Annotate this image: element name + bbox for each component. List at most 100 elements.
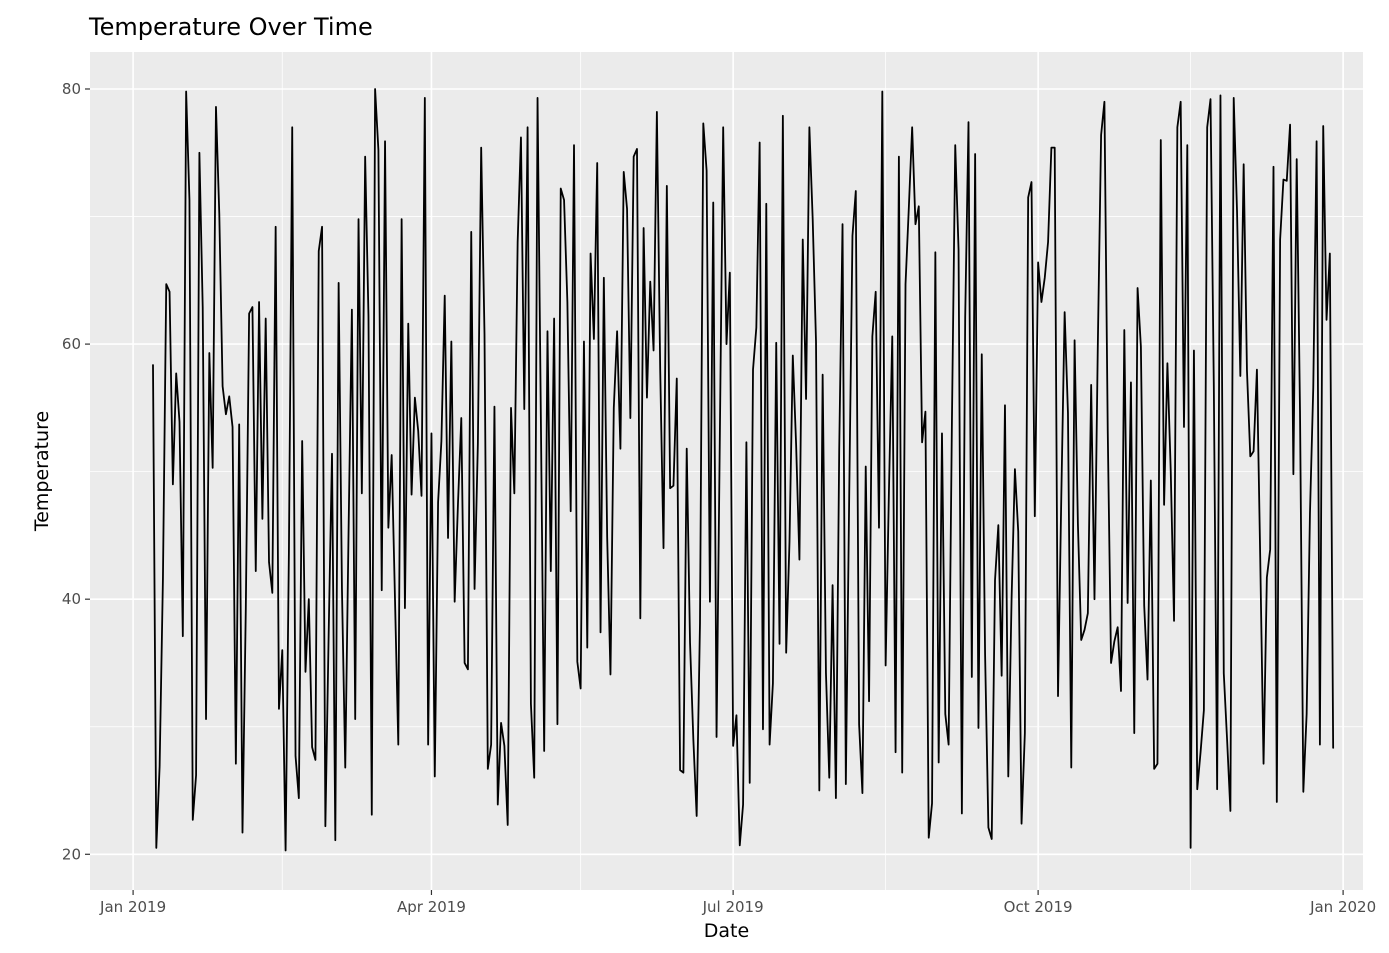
data-point	[805, 398, 807, 400]
data-point	[1084, 629, 1085, 631]
data-point	[1312, 387, 1314, 388]
data-point	[702, 123, 704, 124]
data-point	[1223, 672, 1225, 674]
data-point	[175, 373, 177, 374]
data-point	[205, 718, 207, 720]
data-point	[1193, 350, 1195, 351]
data-point	[968, 121, 969, 123]
data-point	[938, 762, 940, 763]
data-point	[1239, 375, 1241, 377]
data-point	[931, 802, 933, 804]
data-point	[450, 341, 452, 342]
data-point	[852, 235, 853, 237]
data-point	[1332, 748, 1334, 749]
data-point	[679, 769, 681, 771]
plot-panel	[90, 52, 1363, 890]
data-point	[334, 839, 336, 841]
data-point	[152, 364, 154, 365]
data-point	[1153, 768, 1155, 770]
data-point	[958, 249, 959, 251]
data-point	[573, 144, 575, 146]
data-point	[1292, 473, 1294, 475]
data-point	[278, 708, 280, 710]
data-point	[444, 295, 446, 297]
data-point	[1276, 801, 1278, 803]
data-point	[656, 111, 658, 113]
data-point	[560, 188, 562, 189]
data-point	[1302, 791, 1304, 793]
data-point	[663, 547, 664, 549]
data-point	[762, 728, 764, 730]
data-point	[354, 718, 356, 720]
data-point	[553, 318, 555, 319]
data-point	[626, 208, 628, 210]
data-point	[394, 598, 396, 600]
data-point	[199, 152, 200, 154]
data-point	[1094, 598, 1095, 600]
data-point	[427, 744, 429, 745]
data-point	[997, 524, 999, 526]
data-point	[1226, 739, 1228, 740]
data-point	[480, 147, 482, 149]
x-tick-label: Apr 2019	[397, 898, 466, 916]
data-point	[583, 341, 585, 342]
data-point	[699, 623, 701, 624]
data-point	[620, 448, 621, 450]
data-point	[324, 825, 326, 827]
data-point	[338, 282, 340, 284]
data-point	[716, 736, 717, 738]
data-point	[659, 369, 661, 370]
data-point	[1097, 346, 1099, 348]
data-point	[1107, 430, 1109, 432]
data-point	[1286, 180, 1288, 182]
data-point	[1183, 426, 1185, 428]
data-point	[1123, 329, 1125, 331]
data-point	[523, 408, 525, 410]
data-point	[1206, 126, 1208, 128]
data-point	[1064, 311, 1066, 313]
data-point	[265, 318, 267, 319]
data-point	[1190, 847, 1192, 849]
data-point	[726, 343, 727, 345]
data-point	[792, 355, 794, 356]
data-point	[1070, 767, 1072, 768]
data-point	[742, 804, 744, 805]
data-point	[281, 649, 283, 651]
data-point	[941, 432, 943, 434]
data-point	[487, 768, 489, 770]
data-point	[1196, 788, 1198, 790]
data-point	[835, 797, 837, 799]
data-point	[1117, 626, 1119, 628]
data-point	[563, 199, 565, 201]
y-axis-title: Temperature	[31, 411, 53, 532]
data-point	[1233, 97, 1235, 99]
data-point	[1021, 823, 1022, 825]
data-point	[1127, 602, 1129, 604]
data-point	[1090, 384, 1092, 386]
x-tick-label: Jan 2020	[1309, 898, 1376, 916]
data-point	[1047, 241, 1049, 243]
data-point	[1120, 690, 1122, 692]
data-point	[905, 283, 906, 285]
data-point	[775, 342, 777, 344]
data-point	[1157, 763, 1158, 765]
data-point	[1034, 515, 1036, 517]
data-point	[818, 790, 820, 791]
data-point	[537, 97, 538, 99]
data-point	[407, 323, 409, 325]
data-point	[1150, 480, 1152, 481]
data-point	[1309, 513, 1311, 515]
data-point	[600, 631, 601, 633]
data-point	[928, 837, 930, 839]
data-point	[1203, 709, 1205, 711]
data-point	[467, 668, 469, 670]
data-point	[596, 162, 598, 164]
data-point	[159, 765, 161, 767]
data-point	[643, 227, 645, 229]
data-point	[755, 327, 757, 328]
data-point	[865, 466, 867, 467]
data-point	[397, 744, 399, 745]
data-point	[195, 774, 197, 776]
data-point	[1322, 125, 1324, 127]
data-point	[722, 126, 724, 128]
